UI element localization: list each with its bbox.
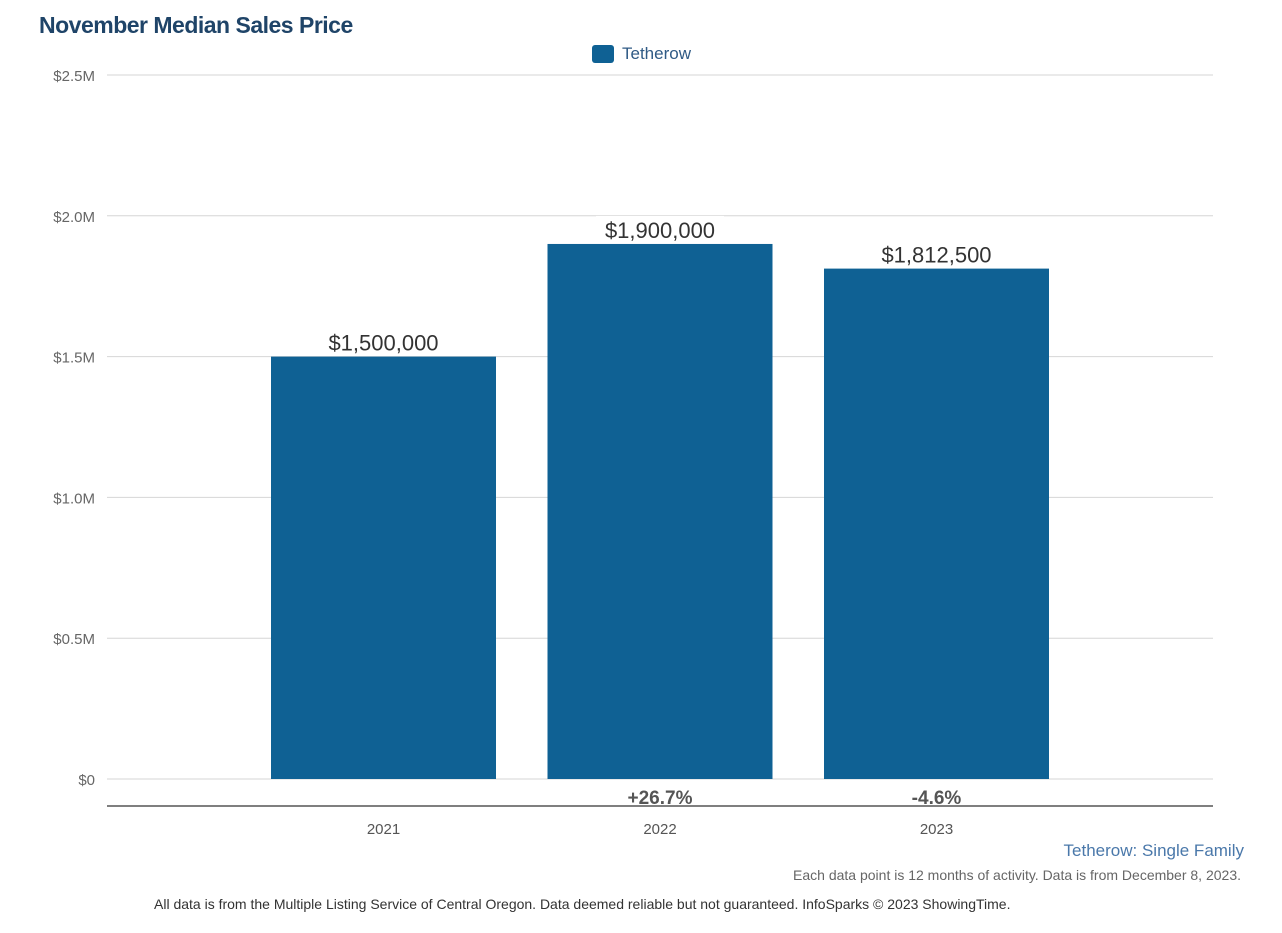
x-tick-label: 2022: [643, 821, 676, 838]
x-tick-label: 2021: [367, 821, 400, 838]
data-label: $1,900,000: [605, 218, 715, 243]
data-label-background: [596, 215, 724, 242]
footer: All data is from the Multiple Listing Se…: [154, 896, 1011, 912]
y-tick-label: $2.0M: [53, 209, 95, 226]
legend-label[interactable]: Tetherow: [622, 44, 691, 63]
y-tick-label: $1.0M: [53, 490, 95, 507]
data-label: $1,500,000: [328, 331, 438, 356]
bar: [547, 243, 773, 779]
data-label: $1,812,500: [881, 243, 991, 268]
legend-swatch: [592, 45, 614, 63]
bar: [271, 356, 496, 779]
chart-title: November Median Sales Price: [39, 12, 353, 38]
y-tick-label: $2.5M: [53, 68, 95, 85]
y-tick-label: $0: [78, 772, 95, 789]
y-tick-label: $1.5M: [53, 350, 95, 367]
change-label: -4.6%: [912, 788, 962, 809]
data-label-background: [872, 240, 1001, 267]
data-note: Each data point is 12 months of activity…: [793, 867, 1241, 883]
bar: [824, 268, 1049, 779]
chart-subtitle: Tetherow: Single Family: [1063, 841, 1244, 860]
legend: Tetherow: [592, 44, 691, 64]
x-tick-label: 2023: [920, 821, 953, 838]
data-label-background: [319, 328, 448, 355]
change-label: +26.7%: [628, 788, 693, 809]
y-tick-label: $0.5M: [53, 631, 95, 648]
